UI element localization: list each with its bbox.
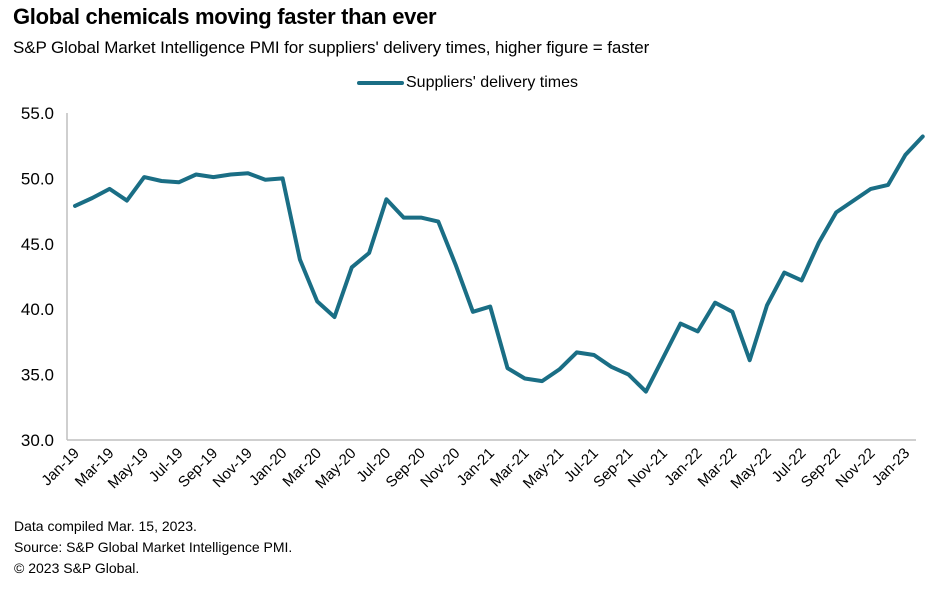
y-tick-label: 45.0 xyxy=(21,235,54,254)
y-tick-label: 40.0 xyxy=(21,300,54,319)
legend-swatch-suppliers-delivery-times xyxy=(357,81,404,85)
x-tick-label: Nov-20 xyxy=(417,445,463,491)
x-axis: Jan-19Mar-19May-19Jul-19Sep-19Nov-19Jan-… xyxy=(38,439,916,492)
x-tick-label: Nov-22 xyxy=(832,445,878,491)
chart-subtitle: S&P Global Market Intelligence PMI for s… xyxy=(13,38,650,57)
y-tick-label: 50.0 xyxy=(21,169,54,188)
y-axis: 55.0 50.0 45.0 40.0 35.0 30.0 xyxy=(21,104,68,450)
series-line-suppliers-delivery-times xyxy=(73,134,925,394)
y-tick-label: 55.0 xyxy=(21,104,54,123)
plot-area xyxy=(73,134,925,394)
footer: Data compiled Mar. 15, 2023. Source: S&P… xyxy=(14,516,292,579)
footer-copyright: © 2023 S&P Global. xyxy=(14,560,140,576)
y-tick-label: 35.0 xyxy=(21,366,54,385)
legend: Suppliers' delivery times xyxy=(357,74,578,92)
legend-label: Suppliers' delivery times xyxy=(406,74,579,91)
footer-data-compiled: Data compiled Mar. 15, 2023. xyxy=(14,518,197,534)
x-tick-label: Nov-19 xyxy=(210,445,256,491)
x-tick-label: Jan-23 xyxy=(869,445,913,489)
x-tick-label: Nov-21 xyxy=(625,445,671,491)
y-tick-label: 30.0 xyxy=(21,431,54,450)
chart-title: Global chemicals moving faster than ever xyxy=(13,4,437,29)
footer-source: Source: S&P Global Market Intelligence P… xyxy=(14,539,293,555)
